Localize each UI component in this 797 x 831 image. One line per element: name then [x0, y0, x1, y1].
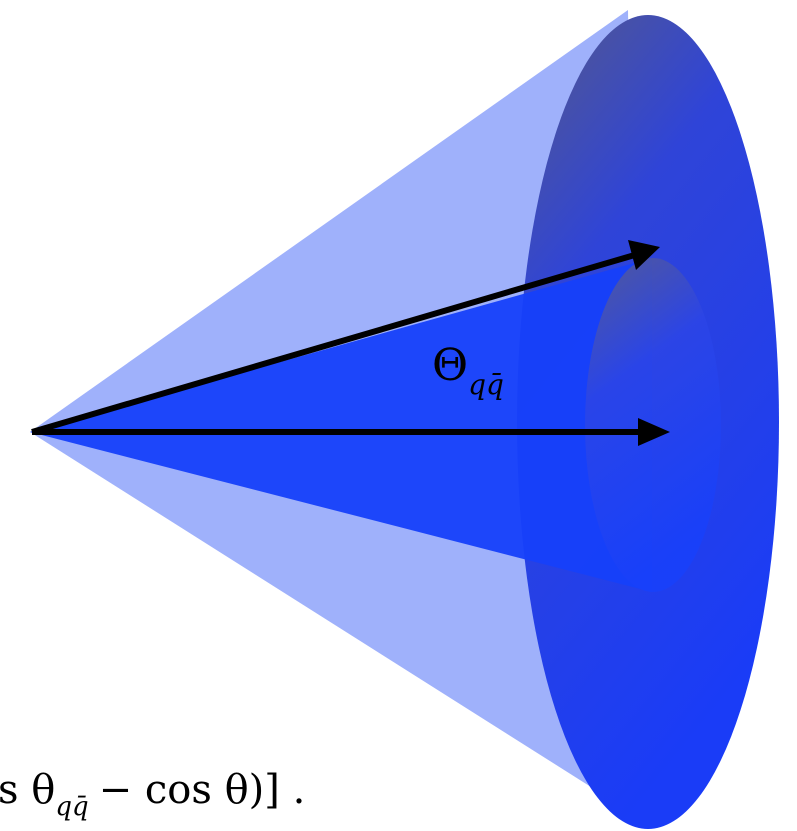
formula-subscript: qq̄: [55, 792, 88, 822]
formula-tail: − cos θ)] .: [99, 767, 306, 813]
page: {"label": {"symbol": "Θ", "subscript": "…: [0, 0, 797, 831]
angle-symbol: Θ: [432, 340, 468, 391]
cone-diagram: Θqq̄ s θqq̄− cos θ)] .: [0, 0, 797, 831]
formula: s θqq̄ − cos θ)] .: [0, 767, 305, 822]
angle-subscript: qq̄: [468, 368, 504, 401]
formula-lead: s θ: [0, 767, 55, 813]
